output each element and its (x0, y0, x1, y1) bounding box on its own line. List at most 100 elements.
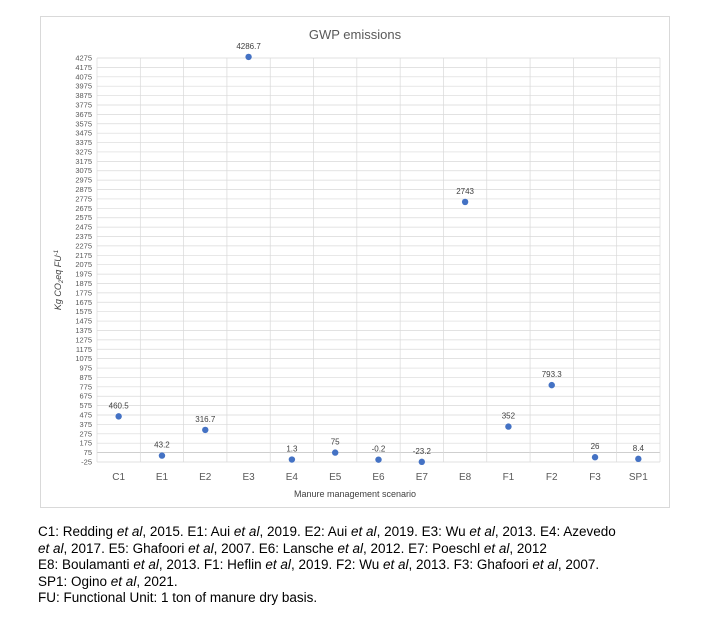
footnote-text: SP1: Ogino (38, 573, 111, 589)
x-tick-label-e2: E2 (199, 472, 212, 483)
y-axis-label-sub: 2 (59, 279, 65, 284)
data-points (115, 53, 642, 466)
x-tick-label-e3: E3 (242, 472, 255, 483)
data-label-f2: 793.3 (542, 370, 563, 379)
footnote-text: , 2012 (509, 540, 547, 556)
footnote-text: , 2015. E1: Aui (142, 524, 234, 539)
footnote-text: , 2019. E2: Aui (259, 524, 352, 539)
y-tick-label: 475 (79, 411, 92, 420)
footnote-italic-text: et al (110, 573, 137, 589)
footnotes: C1: Redding et al, 2015. E1: Aui et al, … (38, 524, 714, 607)
y-tick-label: 775 (79, 382, 92, 391)
y-tick-label: 4275 (75, 54, 92, 63)
x-tick-label-f2: F2 (546, 472, 558, 483)
footnote-text: , 2017. E5: Ghafoori (63, 540, 189, 556)
footnote-italic-text: et al (38, 540, 64, 556)
y-tick-label: 1075 (75, 354, 92, 363)
footnote-italic-text: et al (532, 557, 558, 572)
y-tick-label: 2075 (75, 260, 92, 269)
y-tick-label: 3075 (75, 166, 92, 175)
data-label-f1: 352 (502, 412, 516, 421)
y-axis-label-sup: -1 (54, 250, 60, 255)
x-axis-label: Manure management scenario (294, 489, 416, 499)
data-labels: 460.5 43.2 316.7 4286.7 1.3 75 -0.2 -23.2 2743 35… (109, 42, 645, 456)
footnote-text: , 2019. F2: Wu (290, 557, 383, 572)
y-tick-label: 275 (79, 429, 92, 438)
y-tick-label: 1475 (75, 317, 92, 326)
y-tick-label: 1975 (75, 270, 92, 279)
footnote-italic-text: et al (265, 557, 291, 572)
footnote-text: E8: Boulamanti (38, 557, 134, 572)
data-label-c1: 460.5 (109, 401, 130, 410)
data-point-e6 (375, 456, 382, 463)
footnote-italic-text: et al (116, 524, 143, 539)
y-tick-label: 75 (84, 448, 92, 457)
x-tick-label-e4: E4 (286, 472, 299, 483)
footnote-italic-text: et al (133, 557, 159, 572)
y-tick-label: 3275 (75, 147, 92, 156)
x-tick-label-f1: F1 (503, 472, 515, 483)
data-point-e7 (418, 458, 426, 466)
data-label-f3: 26 (591, 442, 600, 451)
footnote-text: , 2012. E7: Poeschl (363, 540, 484, 556)
y-tick-label: 2275 (75, 241, 92, 250)
gridlines (96, 57, 661, 463)
y-tick-label: 4075 (75, 72, 92, 81)
data-label-e4: 1.3 (286, 445, 298, 454)
x-tick-label-e8: E8 (459, 472, 472, 483)
data-label-sp1: 8.4 (633, 444, 645, 453)
y-tick-label: 3675 (75, 110, 92, 119)
y-tick-label: 3975 (75, 82, 92, 91)
y-axis-label-main: Kg CO (53, 283, 63, 310)
data-label-e1: 43.2 (154, 441, 170, 450)
footnote-italic-text: et al (383, 557, 409, 572)
footnote-text: , 2007. E6: Lansche (213, 540, 338, 556)
footnote-italic-text: et al (351, 524, 377, 539)
data-point-e8 (461, 198, 469, 206)
y-tick-label: 3475 (75, 129, 92, 138)
data-point-f3 (591, 454, 599, 461)
footnote-text: , 2007. (557, 557, 600, 572)
y-tick-label: 2175 (75, 251, 92, 260)
x-tick-label-e5: E5 (329, 472, 342, 483)
x-tick-label-e1: E1 (156, 472, 169, 483)
footnote-text: , 2021. (136, 573, 178, 589)
y-tick-label: 3575 (75, 119, 92, 128)
y-axis-label: Kg CO2eq FU-1 (53, 250, 65, 310)
footnote-text: , 2013. F1: Heflin (158, 557, 266, 572)
y-tick-label: 2375 (75, 232, 92, 241)
y-tick-label: 2575 (75, 213, 92, 222)
y-tick-label: 1875 (75, 279, 92, 288)
y-tick-label: 3875 (75, 91, 92, 100)
y-tick-label: 1375 (75, 326, 92, 335)
data-label-e7: -23.2 (413, 447, 432, 456)
footnote-italic-text: et al (188, 540, 214, 556)
data-point-f2 (548, 381, 555, 389)
footnote-line: FU: Functional Unit: 1 ton of manure dry… (38, 590, 714, 607)
data-point-e5 (331, 449, 339, 456)
data-label-e5: 75 (331, 438, 340, 447)
chart-frame (40, 16, 670, 508)
x-tick-label-c1: C1 (112, 472, 125, 483)
footnote-line: C1: Redding et al, 2015. E1: Aui et al, … (38, 524, 714, 541)
data-point-f1 (505, 423, 512, 430)
y-tick-label: 1175 (76, 345, 92, 354)
data-label-e3: 4286.7 (236, 42, 261, 51)
y-tick-label: 2775 (75, 194, 92, 203)
footnote-line: SP1: Ogino et al, 2021. (38, 574, 714, 591)
y-tick-label: 675 (79, 392, 92, 401)
x-tick-label-e6: E6 (372, 472, 385, 483)
data-point-c1 (115, 413, 122, 420)
x-tick-label-e7: E7 (416, 472, 429, 483)
y-tick-label: 2875 (75, 185, 92, 194)
y-tick-label: 3775 (75, 100, 92, 109)
y-tick-label: 875 (79, 373, 92, 382)
footnote-text: , 2013. F3: Ghafoori (408, 557, 533, 572)
y-tick-label: 1275 (75, 335, 92, 344)
chart-title: GWP emissions (309, 27, 402, 42)
y-tick-label: 1675 (75, 298, 92, 307)
footnote-text: , 2019. E3: Wu (376, 524, 470, 539)
data-point-e3 (245, 53, 252, 61)
footnote-italic-text: et al (337, 540, 364, 556)
y-tick-label: 3375 (75, 138, 92, 147)
